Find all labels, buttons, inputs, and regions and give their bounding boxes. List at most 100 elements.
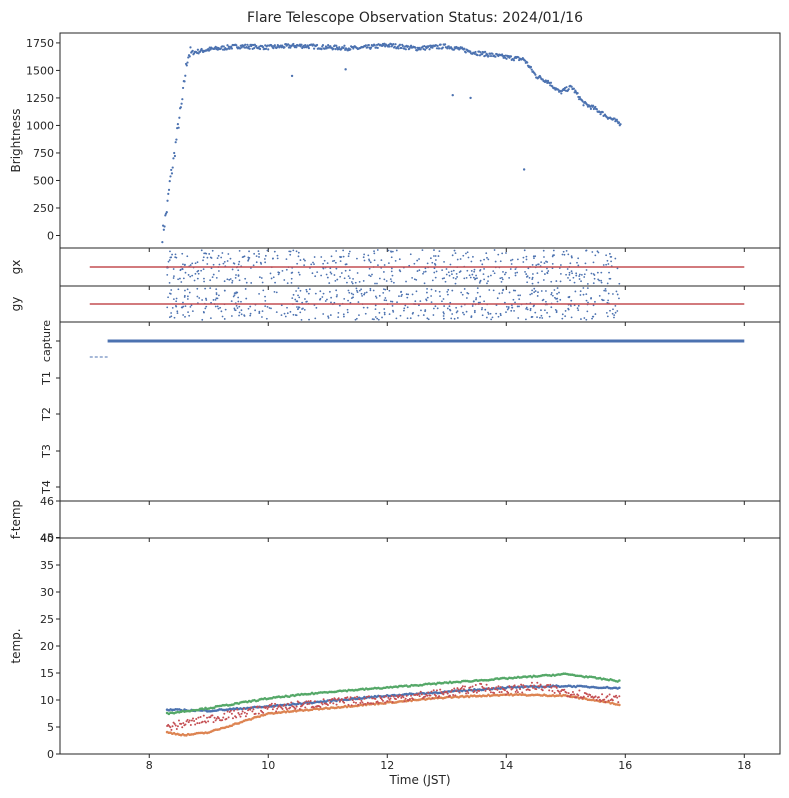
gy-point <box>484 308 487 311</box>
temperature-point-red <box>463 685 466 688</box>
brightness-point <box>230 45 233 48</box>
brightness-point <box>444 43 447 46</box>
gy-point <box>585 293 588 296</box>
temperature-point-red <box>448 694 451 697</box>
gy-point <box>245 297 248 300</box>
temperature-point-red <box>194 723 197 726</box>
gx-point <box>465 277 468 279</box>
temperature-point-red <box>349 696 352 699</box>
gx-point <box>444 280 447 283</box>
gy-point <box>505 305 508 308</box>
gy-point <box>612 308 614 311</box>
brightness-point <box>349 48 352 51</box>
gx-point <box>493 272 496 275</box>
gx-point <box>541 270 543 273</box>
gy-point <box>212 299 215 301</box>
temperature-point-red <box>267 706 270 709</box>
gy-point <box>372 289 375 292</box>
gy-point <box>303 308 306 311</box>
brightness-y-tick-label: 1250 <box>26 92 54 105</box>
gx-point <box>255 255 258 257</box>
gy-point <box>175 297 178 300</box>
gy-point <box>442 311 445 314</box>
temperature-point-red <box>440 690 443 693</box>
gy-point <box>385 299 388 302</box>
temperature-point-red <box>435 689 438 692</box>
gx-point <box>269 272 272 275</box>
brightness-point <box>170 172 174 175</box>
temperature-point-red <box>494 688 497 691</box>
gx-point <box>416 270 419 272</box>
temperature-point-red <box>223 712 226 715</box>
gy-point <box>398 295 400 298</box>
gy-point <box>483 300 486 303</box>
gx-point <box>362 280 365 282</box>
gy-point <box>556 292 558 295</box>
gy-point <box>616 293 619 296</box>
brightness-point <box>447 45 450 48</box>
gx-point <box>415 278 418 281</box>
gy-point <box>218 294 220 297</box>
gy-point <box>366 306 369 309</box>
temperature-point-red <box>578 689 581 692</box>
gx-point <box>608 277 611 280</box>
gx-point <box>390 256 393 259</box>
gy-point <box>570 316 573 319</box>
gy-point <box>570 305 572 307</box>
brightness-point <box>530 68 533 71</box>
gx-point <box>456 258 459 261</box>
gx-point <box>614 257 617 260</box>
gy-point <box>330 296 333 299</box>
gy-point <box>373 318 375 321</box>
gx-point <box>610 255 613 258</box>
gx-point <box>483 258 485 261</box>
gy-point <box>184 315 186 318</box>
gy-point <box>525 318 527 321</box>
temperature-point-orange <box>258 715 261 718</box>
gx-point <box>237 269 240 272</box>
gy-point <box>606 315 609 318</box>
gy-point <box>514 289 517 292</box>
gx-point <box>569 262 572 265</box>
gx-point <box>206 256 209 259</box>
gx-point <box>390 251 393 253</box>
gy-point <box>182 305 185 308</box>
temperature-point-red <box>306 703 309 706</box>
gx-point <box>470 270 473 272</box>
brightness-point <box>253 43 256 46</box>
temperature-point-red <box>365 695 368 698</box>
brightness-point <box>289 46 292 49</box>
gx-point <box>272 257 274 260</box>
gx-point <box>174 253 177 256</box>
gx-point <box>237 275 240 277</box>
gx-point <box>253 252 256 255</box>
brightness-point <box>617 121 621 124</box>
gy-point <box>381 316 383 319</box>
gx-point <box>575 272 578 275</box>
gx-point <box>244 277 247 280</box>
gy-point <box>587 301 589 304</box>
temperature-point-red <box>474 684 477 687</box>
brightness-point <box>222 45 225 48</box>
gx-point <box>238 250 241 252</box>
temperature-series-green <box>165 672 621 716</box>
gy-point <box>422 314 425 316</box>
x-tick-label: 12 <box>380 759 394 772</box>
gy-point <box>503 301 506 304</box>
temperature-point-red <box>281 708 284 711</box>
brightness-point <box>178 116 181 119</box>
gx-point <box>479 259 482 262</box>
gy-point <box>376 317 379 320</box>
brightness-point <box>576 91 579 95</box>
gx-point <box>202 268 205 271</box>
temperature-point-red <box>269 704 272 707</box>
gy-point <box>384 288 387 291</box>
gx-point <box>605 263 608 266</box>
gy-point <box>327 317 330 319</box>
temperature-point-red <box>199 715 202 718</box>
gx-point <box>197 269 200 272</box>
gx-point <box>216 257 219 260</box>
gx-point <box>435 270 438 273</box>
gx-point <box>395 249 398 252</box>
gx-point <box>212 263 215 266</box>
